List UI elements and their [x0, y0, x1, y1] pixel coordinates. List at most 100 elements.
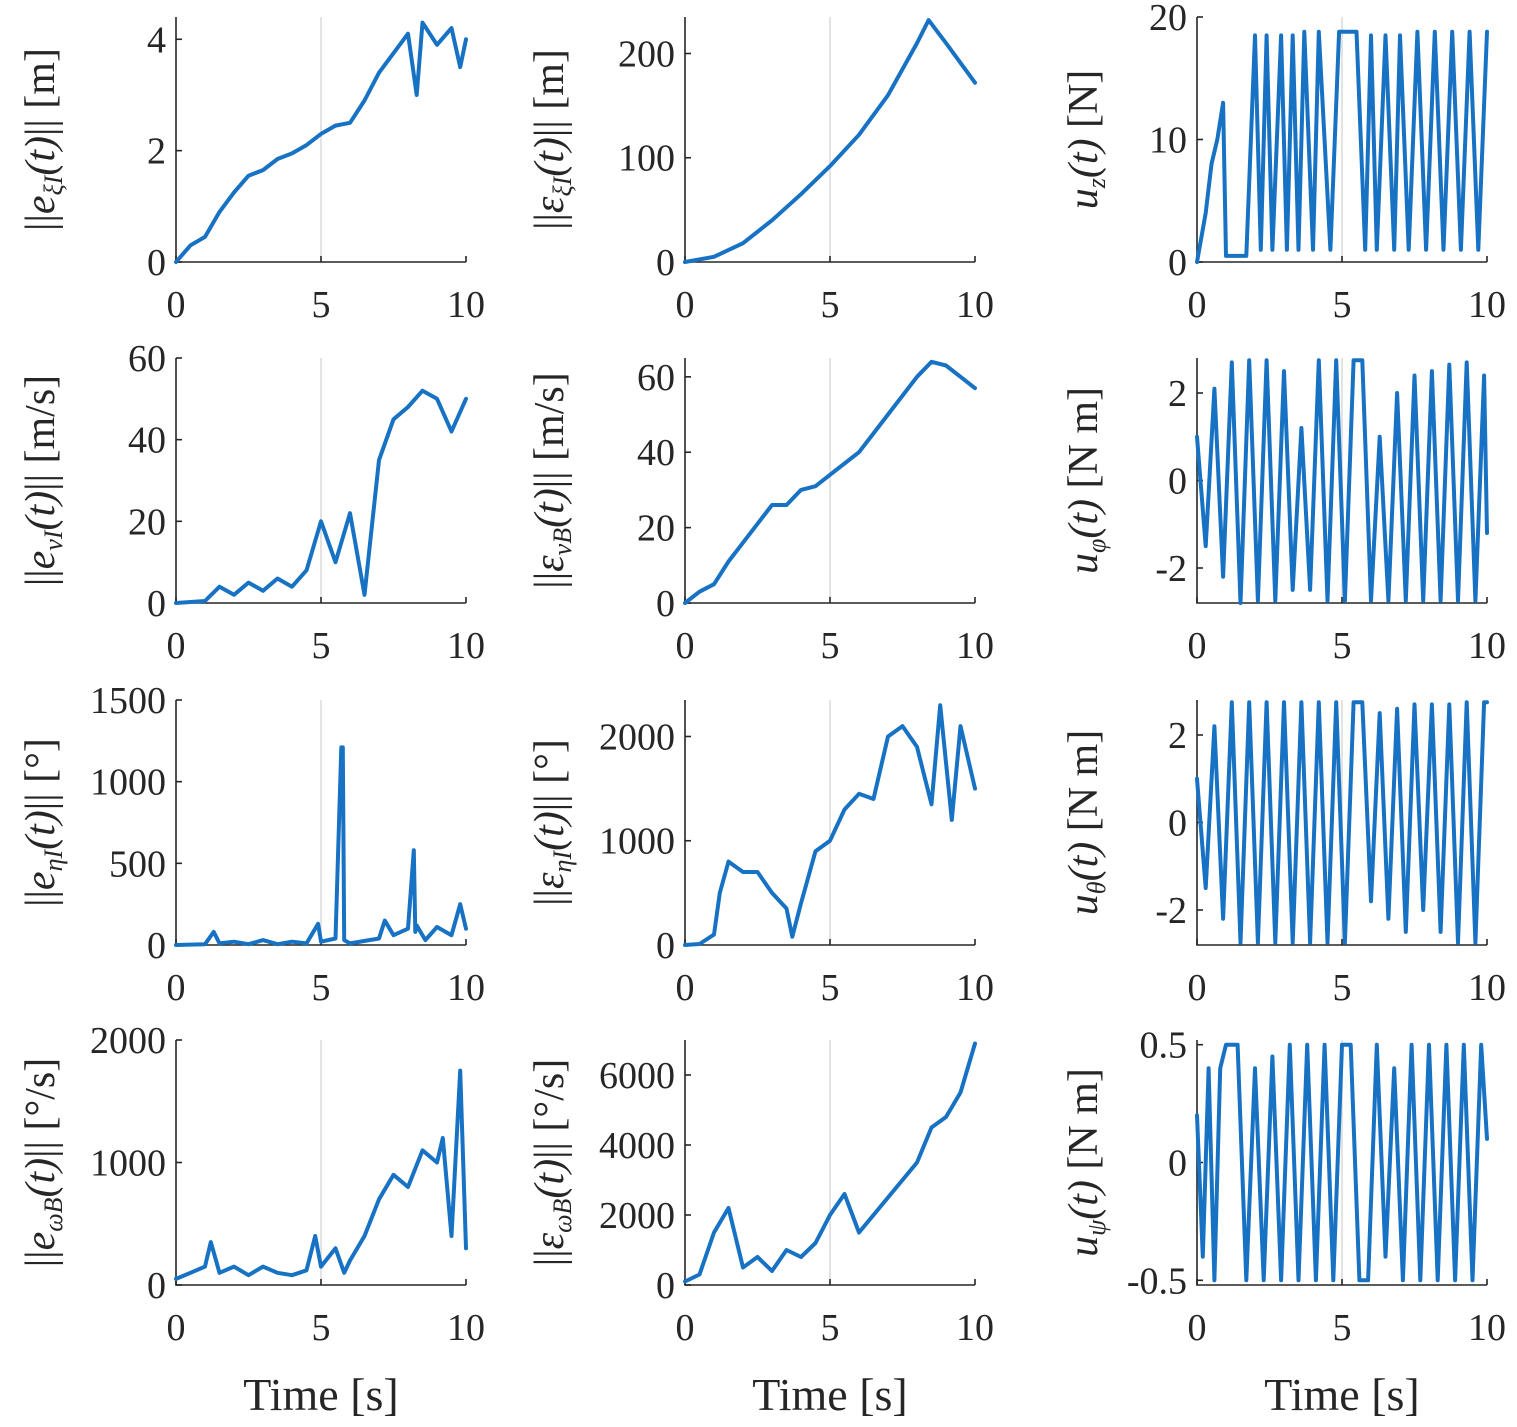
y-tick-label: 20: [1149, 0, 1187, 39]
x-tick-label: 0: [167, 284, 186, 326]
y-tick-label: 1500: [90, 680, 166, 722]
series-line: [174, 1068, 468, 1281]
x-tick-label: 10: [956, 625, 994, 667]
series-line: [1195, 1042, 1489, 1283]
x-tick-label: 10: [956, 1307, 994, 1349]
series-line: [174, 388, 468, 605]
y-tick-label: 0: [1168, 242, 1187, 284]
x-tick-label: 5: [1333, 967, 1352, 1009]
x-tick-label: 10: [1468, 967, 1506, 1009]
subplot-p8: 0 5 10 0 1000 2000 ||εηI(t)|| [°]: [527, 700, 994, 1009]
y-tick-label: 4: [147, 19, 166, 61]
series-line: [174, 745, 468, 947]
y-tick-label: 0: [147, 583, 166, 625]
y-tick-label: 40: [637, 432, 675, 474]
x-tick-label: 5: [821, 625, 840, 667]
x-tick-label: 5: [312, 1307, 331, 1349]
y-tick-label: 40: [128, 420, 166, 462]
x-tick-label: 10: [956, 967, 994, 1009]
y-axis-label: ||eηI(t)|| [°]: [18, 738, 68, 907]
x-axis-label: Time [s]: [1264, 1369, 1420, 1420]
x-tick-label: 10: [956, 284, 994, 326]
x-tick-label: 5: [312, 967, 331, 1009]
y-tick-label: 0: [1168, 1143, 1187, 1185]
y-tick-label: 2000: [599, 716, 675, 758]
x-tick-label: 0: [167, 1307, 186, 1349]
y-tick-label: 100: [618, 138, 675, 180]
y-tick-label: 60: [637, 357, 675, 399]
x-tick-label: 10: [1468, 1307, 1506, 1349]
x-tick-label: 5: [1333, 1307, 1352, 1349]
x-tick-label: 0: [676, 284, 695, 326]
x-tick-label: 10: [447, 625, 485, 667]
y-tick-label: -2: [1155, 890, 1187, 932]
y-axis-label: uθ(t) [N m]: [1061, 730, 1111, 915]
x-tick-label: 0: [167, 625, 186, 667]
y-tick-label: 1000: [90, 762, 166, 804]
y-axis-label: ||eνI(t)|| [m/s]: [18, 375, 68, 586]
y-axis-label: uψ(t) [N m]: [1061, 1068, 1111, 1257]
x-tick-label: 10: [447, 1307, 485, 1349]
y-tick-label: 500: [109, 843, 166, 885]
y-axis-label: ||εηI(t)|| [°]: [527, 739, 577, 906]
subplot-p11: 0 5 10 0 2000 4000 6000 ||εωB(t)|| [°/s] Time [s…: [527, 1040, 994, 1420]
x-tick-label: 10: [1468, 625, 1506, 667]
subplot-p12: 0 5 10-0.500.5uψ(t) [N m]Time [s]: [1061, 1025, 1506, 1420]
y-tick-label: 0: [147, 242, 166, 284]
y-tick-label: 2: [1168, 715, 1187, 757]
y-axis-label: ||εξI(t)|| [m]: [527, 49, 577, 230]
y-tick-label: 200: [618, 33, 675, 75]
y-axis-label: ||εωB(t)|| [°/s]: [527, 1059, 577, 1266]
series-line: [1195, 29, 1489, 264]
subplot-p10: 0 5 10 0 1000 2000 ||eωB(t)|| [°/s] Time [s]: [18, 1020, 485, 1420]
y-tick-label: 0: [656, 242, 675, 284]
y-tick-label: 2000: [599, 1195, 675, 1237]
series-line: [683, 703, 977, 947]
x-tick-label: 0: [1188, 967, 1207, 1009]
y-tick-label: 0: [147, 1265, 166, 1307]
x-tick-label: 0: [676, 1307, 695, 1349]
y-tick-label: 2: [147, 131, 166, 173]
x-axis-label: Time [s]: [243, 1369, 399, 1420]
x-tick-label: 0: [676, 967, 695, 1009]
x-tick-label: 5: [312, 625, 331, 667]
series-line: [1195, 700, 1489, 945]
y-axis-label: ||ενB(t)|| [m/s]: [527, 372, 577, 588]
x-tick-label: 10: [447, 967, 485, 1009]
series-line: [683, 18, 977, 264]
y-tick-label: 20: [637, 508, 675, 550]
y-tick-label: 0: [656, 583, 675, 625]
x-tick-label: 0: [1188, 625, 1207, 667]
y-tick-label: 4000: [599, 1125, 675, 1167]
x-tick-label: 5: [312, 284, 331, 326]
x-axis-label: Time [s]: [752, 1369, 908, 1420]
x-tick-label: 0: [1188, 284, 1207, 326]
y-axis-label: ||eξI(t)|| [m]: [18, 48, 68, 231]
y-tick-label: 1000: [599, 821, 675, 863]
x-tick-label: 0: [1188, 1307, 1207, 1349]
y-tick-label: 1000: [90, 1143, 166, 1185]
x-tick-label: 5: [821, 967, 840, 1009]
y-tick-label: 0: [656, 1265, 675, 1307]
subplot-p4: 0 5 10 0 20 40 60 ||eνI(t)|| [m/s]: [18, 338, 485, 667]
y-tick-label: -0.5: [1127, 1260, 1187, 1302]
y-tick-label: 0: [656, 925, 675, 967]
y-tick-label: 6000: [599, 1055, 675, 1097]
x-tick-label: 10: [447, 284, 485, 326]
y-tick-label: 60: [128, 338, 166, 380]
series-line: [683, 1041, 977, 1284]
series-line: [174, 20, 468, 264]
y-tick-label: 10: [1149, 120, 1187, 162]
subplot-p5: 0 5 10 0 20 40 60 ||ενB(t)|| [m/s]: [527, 357, 994, 667]
y-axis-label: uz(t) [N]: [1061, 70, 1111, 210]
y-tick-label: -2: [1155, 548, 1187, 590]
y-tick-label: 0: [1168, 803, 1187, 845]
y-tick-label: 2000: [90, 1020, 166, 1062]
x-tick-label: 5: [1333, 284, 1352, 326]
x-tick-label: 5: [821, 284, 840, 326]
y-axis-label: uφ(t) [N m]: [1061, 387, 1111, 574]
y-tick-label: 0: [147, 925, 166, 967]
